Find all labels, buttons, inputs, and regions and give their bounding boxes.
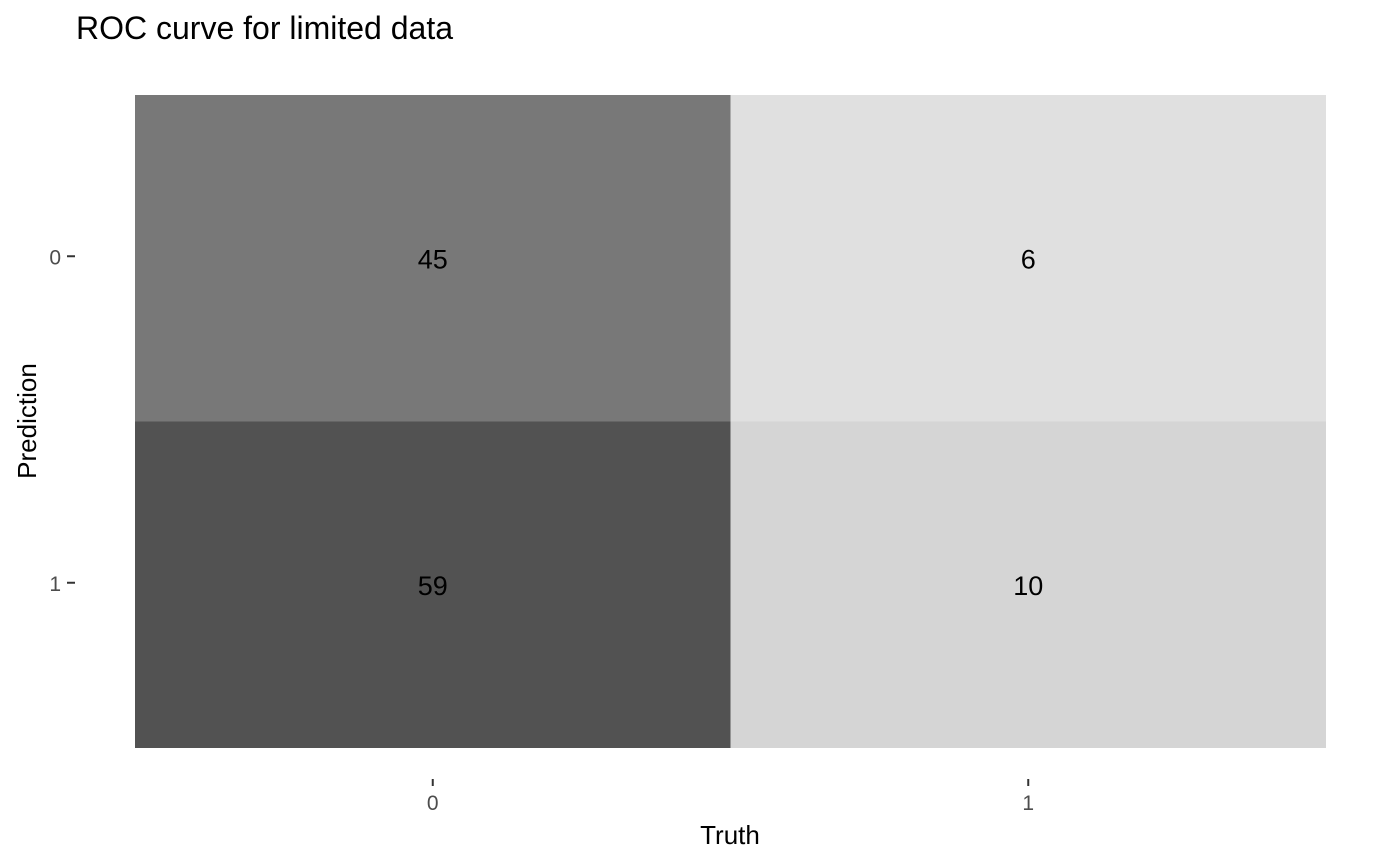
heatmap-cell-truth-0-prediction-1	[135, 421, 731, 748]
y-axis-title: Prediction	[12, 363, 42, 479]
x-tick-label: 1	[1022, 792, 1034, 815]
heatmap-cell-truth-1-prediction-0	[730, 95, 1326, 422]
cell-value-label: 45	[418, 244, 448, 274]
x-tick-label: 0	[427, 792, 439, 815]
x-axis-title: Truth	[700, 820, 760, 850]
heatmap-cell-truth-0-prediction-0	[135, 95, 731, 422]
cell-value-label: 10	[1013, 571, 1043, 601]
y-tick-label: 1	[49, 573, 61, 596]
cell-value-label: 6	[1021, 244, 1036, 274]
y-tick-label: 0	[49, 246, 61, 269]
heatmap-cell-truth-1-prediction-1	[730, 421, 1326, 748]
heatmap-cell-labels: 45 6 59 10	[418, 244, 1044, 601]
cell-value-label: 59	[418, 571, 448, 601]
heatmap-cells	[135, 95, 1326, 748]
y-axis: 01	[49, 246, 75, 596]
chart-title: ROC curve for limited data	[76, 10, 453, 46]
